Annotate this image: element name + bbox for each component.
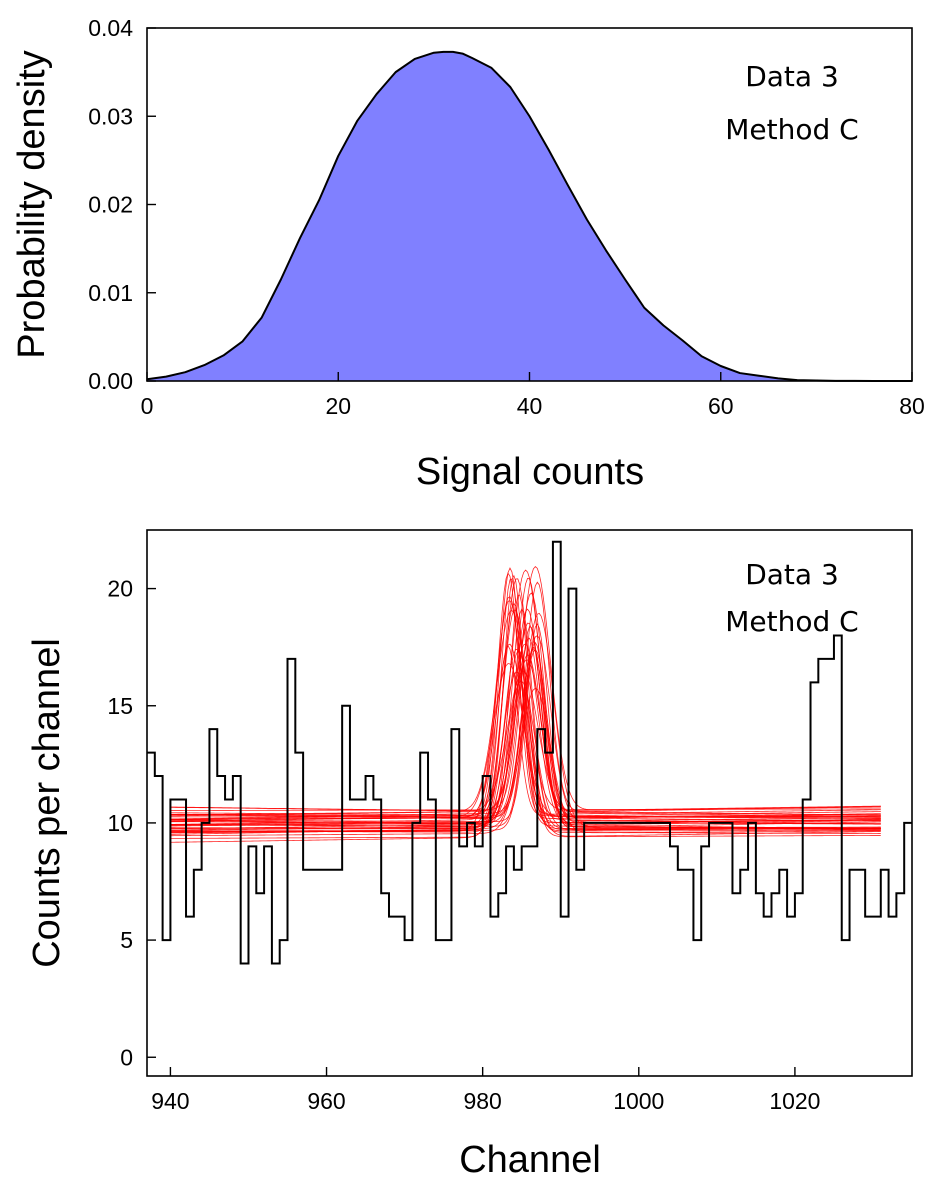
model-curve bbox=[170, 565, 881, 817]
x-tick-label: 1000 bbox=[613, 1088, 664, 1114]
annotation-dataset: Data 3 bbox=[745, 558, 839, 591]
x-tick-label: 1020 bbox=[769, 1088, 820, 1114]
y-tick-label: 0.04 bbox=[88, 15, 133, 41]
histogram-series bbox=[147, 540, 912, 965]
x-tick-label: 80 bbox=[899, 393, 925, 419]
model-curve bbox=[170, 612, 881, 835]
x-tick-label: 0 bbox=[141, 393, 154, 419]
x-tick-label: 60 bbox=[708, 393, 734, 419]
y-axis-title: Counts per channel bbox=[26, 638, 68, 968]
y-tick-label: 0.03 bbox=[88, 103, 133, 129]
x-tick-label: 940 bbox=[151, 1088, 189, 1114]
y-tick-label: 20 bbox=[107, 576, 133, 602]
histogram-step-line bbox=[147, 540, 912, 965]
model-curve bbox=[170, 572, 881, 825]
x-tick-label: 960 bbox=[307, 1088, 345, 1114]
y-tick-label: 10 bbox=[107, 810, 133, 836]
x-tick-label: 980 bbox=[463, 1088, 501, 1114]
model-curve bbox=[170, 654, 881, 816]
model-curve bbox=[170, 569, 881, 820]
y-tick-label: 0.02 bbox=[88, 192, 133, 218]
y-tick-label: 0 bbox=[120, 1044, 133, 1070]
x-tick-label: 20 bbox=[325, 393, 351, 419]
model-curves bbox=[170, 565, 881, 843]
model-curve bbox=[170, 581, 881, 820]
annotation-method: Method C bbox=[725, 605, 858, 638]
annotation-method: Method C bbox=[725, 113, 858, 146]
y-axis-title: Probability density bbox=[11, 50, 53, 358]
annotation-dataset: Data 3 bbox=[745, 60, 839, 93]
model-curve bbox=[170, 594, 881, 827]
x-tick-label: 40 bbox=[517, 393, 543, 419]
y-tick-label: 0.00 bbox=[88, 368, 133, 394]
y-tick-label: 5 bbox=[120, 927, 133, 953]
model-curve bbox=[170, 622, 881, 830]
plot-frame bbox=[146, 529, 913, 1077]
density-outline bbox=[146, 50, 912, 382]
y-tick-label: 15 bbox=[107, 693, 133, 719]
density-series bbox=[146, 50, 912, 382]
x-axis-title: Signal counts bbox=[416, 451, 644, 493]
model-curve bbox=[170, 623, 881, 826]
model-curve bbox=[170, 602, 881, 830]
model-curve bbox=[170, 680, 881, 833]
panel-1-axes: 0 20 40 60 80 0.00 0.01 0.02 0.03 0.04 bbox=[88, 15, 925, 419]
y-tick-label: 0.01 bbox=[88, 280, 133, 306]
panel-2-axes: 940 960 980 1000 1020 0 5 10 15 20 bbox=[107, 529, 913, 1114]
x-axis-title: Channel bbox=[459, 1139, 601, 1181]
density-area bbox=[147, 51, 912, 381]
